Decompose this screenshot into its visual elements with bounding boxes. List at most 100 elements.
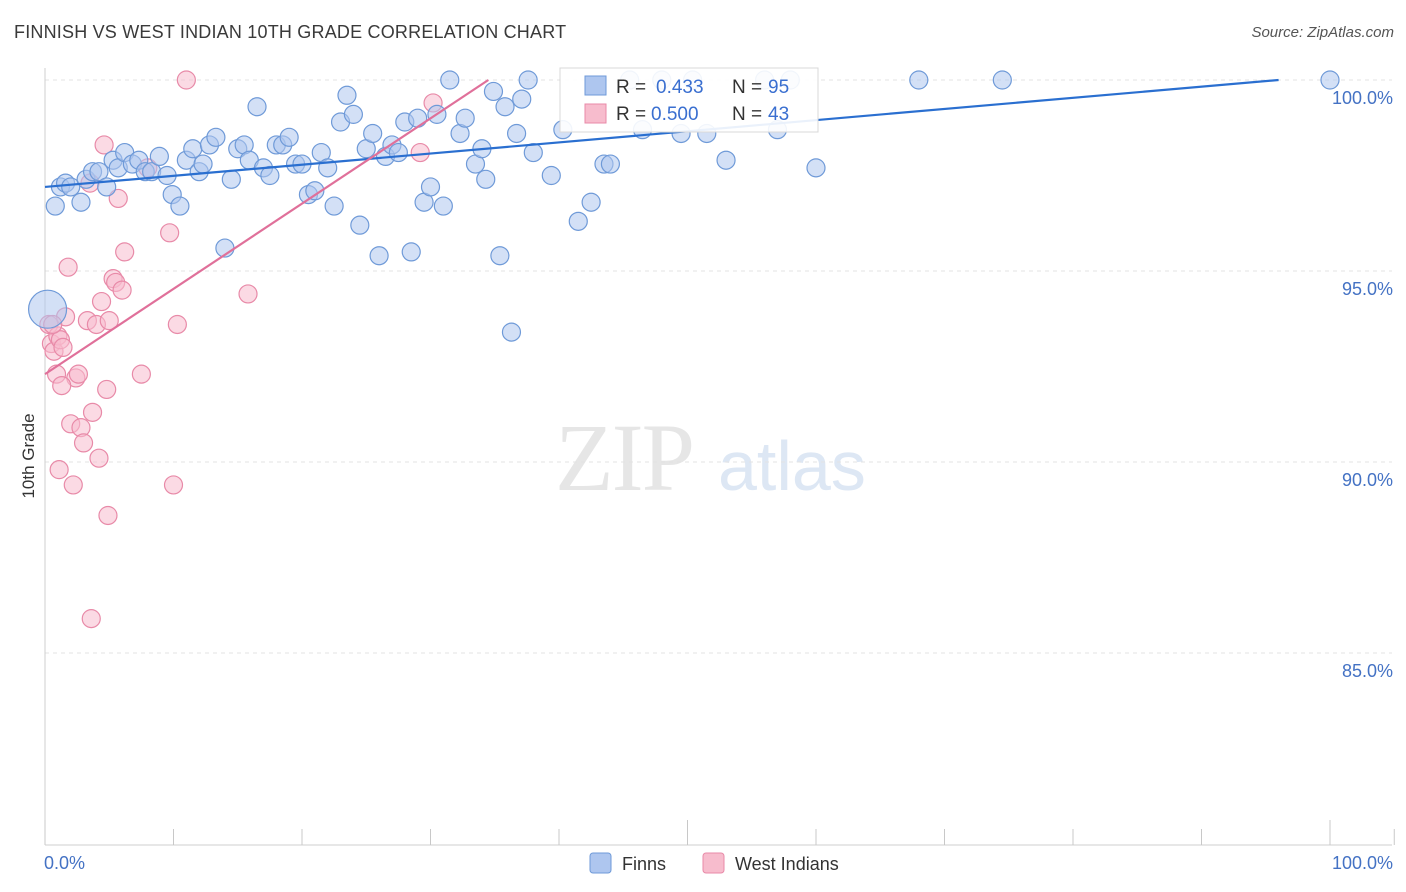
finn-point (247, 97, 267, 117)
finn-point (337, 85, 357, 105)
finn-point (1320, 70, 1340, 90)
finn-point (221, 169, 241, 189)
west-indian-point (89, 448, 109, 468)
legend-wi-r-label: R = (616, 104, 646, 125)
source-label: Source: ZipAtlas.com (1251, 24, 1394, 41)
finn-point (483, 81, 504, 102)
bottom-legend-finns-swatch (589, 852, 612, 874)
finn-point (420, 177, 441, 197)
west-indian-point (94, 135, 114, 155)
legend-finns-n-value: 95 (768, 77, 789, 98)
x-tick-label-min: 0.0% (44, 853, 85, 873)
finn-point (806, 158, 826, 178)
axes (44, 68, 1392, 846)
finn-point (324, 196, 344, 216)
finn-point (170, 196, 190, 216)
watermark-zip: ZIP (555, 404, 693, 511)
legend: R = 0.433 N = 95 R = 0.500 N = 43 (559, 67, 819, 133)
west-indian-point (410, 142, 430, 163)
west-indian-point (97, 379, 117, 400)
watermark-atlas: atlas (718, 427, 866, 505)
finn-point (433, 196, 453, 216)
y-tick-label: 100.0% (1332, 88, 1393, 108)
bottom-legend: Finns West Indians (589, 852, 839, 874)
finn-point (440, 70, 460, 90)
west-indian-point (98, 505, 118, 526)
legend-wi-r-value: 0.500 (651, 104, 699, 125)
west-indian-point (163, 475, 184, 495)
finn-point (455, 108, 475, 128)
finn-point (350, 215, 370, 235)
west-indian-point (160, 223, 180, 243)
west-indian-point (91, 291, 112, 312)
finn-point (523, 142, 543, 163)
west-indian-point (53, 337, 73, 357)
finn-point (408, 108, 428, 128)
finn-point (45, 196, 65, 216)
finn-point (476, 169, 496, 189)
finn-point (600, 154, 621, 174)
west-indians-points (39, 70, 443, 629)
x-ticks (44, 820, 1395, 845)
finn-point (992, 70, 1012, 90)
west-indian-point (115, 242, 135, 262)
finn-point (512, 89, 532, 109)
west-indian-point (81, 609, 101, 629)
finn-point (206, 127, 226, 147)
finn-point (305, 181, 325, 201)
legend-wi-n-value: 43 (768, 104, 789, 125)
west-indian-point (112, 280, 132, 300)
west-indian-point (167, 314, 187, 335)
west-indian-point (73, 433, 94, 453)
y-tick-label: 90.0% (1342, 470, 1393, 490)
y-tick-labels: 85.0% 90.0% 95.0% 100.0% (1332, 88, 1393, 681)
west-indian-point (238, 284, 258, 304)
west-indian-point (108, 188, 128, 209)
chart-title: FINNISH VS WEST INDIAN 10TH GRADE CORREL… (14, 22, 567, 42)
finn-point (490, 246, 510, 266)
west-indian-point (49, 460, 69, 480)
west-indian-point (58, 257, 78, 277)
legend-wi-n-label: N = (732, 104, 762, 125)
finn-point (518, 70, 538, 90)
wi-trend-line (44, 79, 489, 376)
west-indian-point (52, 376, 72, 396)
finns-trend-line (44, 78, 1279, 189)
finn-point (369, 246, 389, 266)
finn-point (401, 242, 421, 262)
y-tick-label: 85.0% (1342, 661, 1393, 681)
y-axis-label: 10th Grade (19, 413, 38, 498)
finn-point (388, 142, 408, 163)
west-indian-point (68, 364, 89, 384)
west-indian-point (82, 402, 103, 422)
finn-point (343, 104, 363, 124)
finn-point (363, 123, 383, 144)
gridlines (45, 79, 1392, 654)
legend-finns-n-label: N = (732, 77, 762, 98)
west-indian-point (131, 364, 151, 384)
legend-finns-swatch (584, 75, 607, 96)
finn-point (149, 146, 169, 166)
finn-point (71, 192, 91, 212)
west-indian-point (176, 70, 196, 90)
finn-point (909, 70, 929, 90)
trend-lines (44, 78, 1279, 376)
west-indian-point (63, 475, 83, 495)
x-tick-label-max: 100.0% (1332, 853, 1393, 873)
finn-point (716, 150, 736, 170)
finn-point (506, 123, 527, 144)
finn-point (193, 154, 213, 174)
bottom-legend-wi-swatch (702, 852, 725, 874)
west-indian-point (99, 311, 119, 331)
y-tick-label: 95.0% (1342, 279, 1393, 299)
finn-point (183, 139, 203, 159)
legend-finns-r-label: R = (616, 77, 646, 98)
legend-finns-r-value: 0.433 (656, 77, 704, 98)
finn-point (581, 192, 601, 212)
finn-point (541, 165, 561, 186)
bottom-legend-finns-label: Finns (622, 854, 666, 874)
finn-point (501, 322, 522, 342)
finn-point (61, 177, 81, 197)
finn-point (260, 165, 280, 186)
finn-point (279, 127, 299, 147)
